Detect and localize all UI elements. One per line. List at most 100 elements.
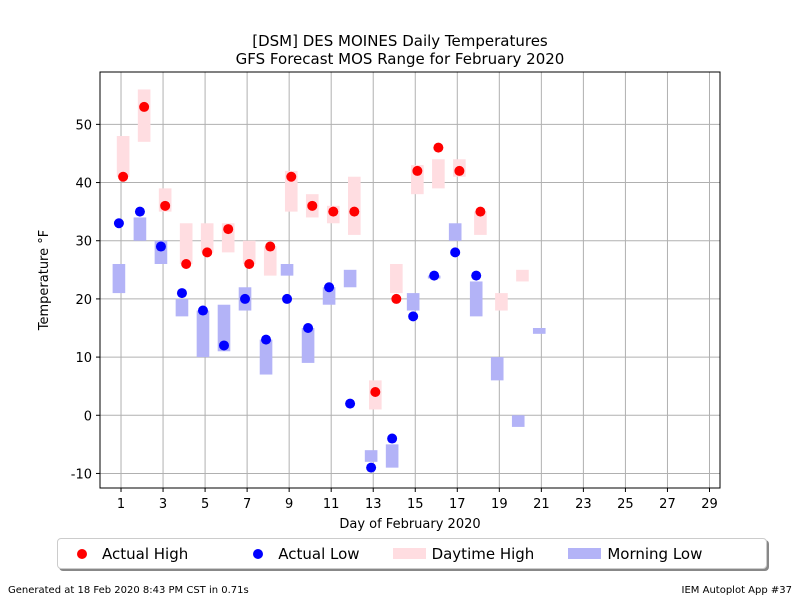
actual-high-point xyxy=(433,142,444,153)
legend-daytime-high: Daytime High xyxy=(392,544,535,563)
x-tick-label: 21 xyxy=(533,497,550,512)
actual-high-point xyxy=(223,224,234,235)
actual-low-point xyxy=(155,241,166,252)
x-tick-label: 11 xyxy=(323,497,340,512)
actual-high-point xyxy=(118,171,129,182)
actual-low-point xyxy=(345,398,356,409)
daytime-high-bar xyxy=(516,269,529,282)
actual-low-point xyxy=(324,282,335,293)
x-tick-label: 13 xyxy=(365,497,382,512)
actual-high-point xyxy=(475,206,486,217)
y-tick-label: -10 xyxy=(71,467,92,482)
daytime-high-bar xyxy=(137,89,151,142)
legend-low-marker xyxy=(253,548,264,559)
legend-actual-high: Actual High xyxy=(72,545,188,563)
actual-low-point xyxy=(471,270,482,281)
actual-high-point xyxy=(307,200,318,211)
footer-generated: Generated at 18 Feb 2020 8:43 PM CST in … xyxy=(8,585,249,596)
actual-low-point xyxy=(303,323,314,333)
actual-low-point xyxy=(366,462,377,473)
y-tick-label: 50 xyxy=(75,118,92,133)
daytime-high-bar xyxy=(179,223,193,264)
x-tick-label: 7 xyxy=(243,497,251,512)
x-tick-label: 23 xyxy=(575,497,592,512)
morning-low-bar xyxy=(196,310,210,358)
actual-high-point xyxy=(202,247,213,258)
chart-legend: Actual High Actual Low Daytime High Morn… xyxy=(57,538,767,569)
actual-low-point xyxy=(113,218,124,229)
x-tick-label: 19 xyxy=(491,497,508,512)
morning-low-bar xyxy=(406,293,420,311)
actual-high-point xyxy=(454,165,465,176)
actual-high-point xyxy=(286,171,297,182)
daytime-high-bar xyxy=(474,211,487,235)
y-tick-label: 10 xyxy=(75,351,92,366)
x-tick-label: 27 xyxy=(659,497,676,512)
morning-low-bar xyxy=(280,264,294,276)
actual-high-point xyxy=(181,259,192,269)
morning-low-bar xyxy=(448,223,462,241)
actual-low-point xyxy=(450,247,461,258)
morning-low-bar xyxy=(469,281,483,317)
legend-label: Daytime High xyxy=(431,544,535,563)
legend-high-marker xyxy=(77,548,87,559)
actual-low-point xyxy=(197,305,208,316)
footer-app: IEM Autoplot App #37 xyxy=(681,585,792,596)
morning-low-bar xyxy=(343,269,357,288)
actual-high-point xyxy=(391,293,402,304)
morning-low-bar xyxy=(490,357,504,381)
x-tick-label: 25 xyxy=(617,497,634,512)
legend-high-range-swatch xyxy=(392,547,426,559)
x-tick-label: 9 xyxy=(285,497,293,512)
morning-low-bar xyxy=(532,328,546,334)
x-axis-label: Day of February 2020 xyxy=(339,517,480,532)
actual-high-point xyxy=(139,101,150,112)
x-tick-label: 1 xyxy=(117,497,125,512)
daytime-high-bar xyxy=(495,293,508,311)
chart-subtitle: GFS Forecast MOS Range for February 2020 xyxy=(235,50,565,68)
legend-low-range-swatch xyxy=(568,547,602,559)
morning-low-bar xyxy=(511,415,525,427)
actual-low-point xyxy=(429,270,440,281)
actual-low-point xyxy=(387,433,398,444)
legend-actual-low: Actual Low xyxy=(248,544,360,563)
plot-frame xyxy=(99,71,721,489)
x-tick-label: 15 xyxy=(407,497,424,512)
legend-label: Actual Low xyxy=(278,544,360,563)
morning-low-bar xyxy=(217,304,231,352)
x-tick-label: 29 xyxy=(701,497,718,512)
x-tick-label: 5 xyxy=(201,497,209,512)
legend-label: Morning Low xyxy=(607,544,703,563)
actual-high-point xyxy=(370,387,381,397)
x-tick-label: 17 xyxy=(449,497,466,512)
legend-morning-low: Morning Low xyxy=(567,545,702,563)
x-tick-label: 3 xyxy=(159,497,167,512)
daytime-high-bar xyxy=(116,136,130,177)
actual-high-point xyxy=(328,206,339,217)
actual-low-point xyxy=(408,311,419,322)
morning-low-bar xyxy=(175,298,189,317)
daytime-high-bar xyxy=(348,176,361,235)
legend-label: Actual High xyxy=(102,544,189,563)
y-axis-label: Temperature °F xyxy=(37,230,52,331)
morning-low-bar xyxy=(259,339,273,375)
daytime-high-bar xyxy=(390,264,403,294)
y-tick-label: 30 xyxy=(75,235,92,250)
actual-low-point xyxy=(134,206,145,217)
actual-low-point xyxy=(261,334,272,345)
y-tick-label: 20 xyxy=(75,293,92,308)
actual-low-point xyxy=(282,293,293,304)
actual-high-point xyxy=(265,241,276,252)
daytime-high-bar xyxy=(284,170,298,212)
morning-low-bar xyxy=(112,264,126,294)
daytime-high-bar xyxy=(263,246,277,276)
actual-high-point xyxy=(160,200,171,211)
actual-high-point xyxy=(349,206,360,217)
chart-title: [DSM] DES MOINES Daily Temperatures xyxy=(252,32,548,50)
y-tick-label: 0 xyxy=(84,409,92,424)
morning-low-bar xyxy=(385,444,399,468)
morning-low-bar xyxy=(133,217,147,241)
daytime-high-bar xyxy=(242,240,256,264)
morning-low-bar xyxy=(322,287,336,305)
